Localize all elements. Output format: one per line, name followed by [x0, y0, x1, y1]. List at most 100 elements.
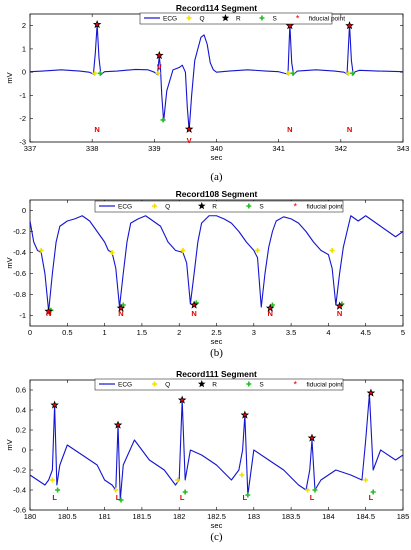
fiducial-point-marker: [157, 53, 161, 57]
y-tick-label: 2: [22, 21, 26, 30]
beat-label: N: [191, 309, 196, 318]
axes-frame: [29, 379, 404, 511]
s-point-marker: [118, 497, 124, 503]
q-point-marker: [363, 477, 369, 483]
s-point-marker: [290, 70, 296, 76]
legend: ECG Q R S * fiducial point: [139, 12, 345, 25]
legend-swatch: [259, 15, 265, 21]
s-point-marker: [55, 487, 61, 493]
y-axis-label: mV: [5, 72, 14, 83]
beat-label: V: [187, 136, 192, 145]
legend-label: Q: [165, 382, 170, 389]
y-tick-label: -0.6: [13, 269, 26, 278]
axes-frame: [29, 13, 404, 143]
x-tick-label: 184: [322, 512, 335, 521]
legend-label: fiducial point: [306, 204, 342, 211]
y-tick-label: -3: [19, 138, 26, 147]
x-tick-label: 0.5: [62, 328, 72, 337]
legend-label: ECG: [163, 16, 177, 23]
legend: ECG Q R S * fiducial point: [94, 200, 344, 213]
x-axis-label: sec: [211, 153, 223, 162]
fiducial-point-marker: [47, 309, 51, 313]
q-point-marker: [180, 247, 186, 253]
y-tick-label: -0.4: [13, 248, 26, 257]
beat-label: L: [310, 493, 315, 502]
x-tick-label: 340: [210, 144, 223, 153]
fiducial-point-marker: [369, 391, 373, 395]
x-tick-label: 343: [397, 144, 410, 153]
x-tick-label: 341: [272, 144, 285, 153]
q-point-marker: [113, 487, 119, 493]
s-point-marker: [245, 492, 251, 498]
legend-label: S: [272, 16, 277, 23]
legend-swatch-star: [197, 202, 206, 210]
y-tick-label: 0: [22, 68, 26, 77]
y-tick-label: 0: [22, 206, 26, 215]
x-tick-label: 180: [24, 512, 37, 521]
fiducial-point-marker: [288, 24, 292, 28]
y-tick-label: -1: [19, 311, 26, 320]
beat-label: L: [116, 493, 121, 502]
y-tick-label: -0.4: [13, 486, 26, 495]
fiducial-point-marker: [338, 304, 342, 308]
x-tick-label: 183.5: [282, 512, 301, 521]
x-tick-label: 181.5: [133, 512, 152, 521]
legend-swatch: [152, 381, 158, 387]
beat-label: N: [337, 309, 342, 318]
beat-label: N: [347, 125, 352, 134]
q-point-marker: [329, 247, 335, 253]
beat-label: L: [369, 493, 374, 502]
y-tick-label: -0.8: [13, 290, 26, 299]
fiducial-point-marker: [348, 24, 352, 28]
y-tick-label: -0.2: [13, 227, 26, 236]
x-tick-label: 1.5: [137, 328, 147, 337]
s-point-marker: [97, 70, 103, 76]
x-tick-label: 183: [248, 512, 261, 521]
legend-swatch: [246, 203, 252, 209]
q-point-marker: [49, 477, 55, 483]
x-tick-label: 182: [173, 512, 186, 521]
y-axis-label: mV: [5, 439, 14, 450]
s-point-marker: [350, 70, 356, 76]
q-point-marker: [155, 70, 161, 76]
chart-panel-0: Record114 Segment 337 338 339 340 341 342 343 -3…: [5, 3, 409, 183]
chart-panel-2: Record111 Segment 180 180.5 181 181.5 182 182.…: [5, 369, 409, 543]
legend-swatch-star: [197, 380, 206, 388]
y-tick-label: 0: [22, 446, 26, 455]
x-tick-label: 0: [28, 328, 32, 337]
beat-label: N: [46, 309, 51, 318]
q-point-marker: [109, 250, 115, 255]
q-point-marker: [255, 247, 261, 253]
x-tick-label: 4: [326, 328, 330, 337]
legend-swatch-asterisk: *: [293, 202, 297, 212]
chart-title: Record111 Segment: [176, 369, 257, 379]
y-tick-label: -1: [19, 91, 26, 100]
y-tick-label: 0.6: [16, 386, 26, 395]
chart-title: Record108 Segment: [176, 189, 258, 199]
x-axis-label: sec: [211, 521, 223, 530]
x-tick-label: 185: [397, 512, 410, 521]
fiducial-point-marker: [310, 436, 314, 440]
x-tick-label: 181: [98, 512, 111, 521]
ecg-series-line: [29, 393, 404, 501]
legend-swatch: [152, 203, 158, 209]
legend-label: S: [259, 382, 264, 389]
legend-swatch-asterisk: *: [293, 380, 297, 390]
legend-swatch: [186, 15, 192, 21]
x-tick-label: 184.5: [356, 512, 375, 521]
fiducial-point-marker: [119, 306, 123, 310]
x-tick-label: 3.5: [286, 328, 296, 337]
q-point-marker: [286, 70, 292, 76]
x-tick-label: 3: [252, 328, 256, 337]
legend-label: fiducial point: [309, 16, 345, 23]
ecg-series-line: [29, 23, 404, 131]
beat-label: N: [268, 309, 273, 318]
beat-label: N: [118, 309, 123, 318]
beat-label: N: [94, 125, 99, 134]
legend-label: fiducial point: [306, 382, 342, 389]
x-tick-label: 1: [103, 328, 107, 337]
panel-caption: (a): [210, 171, 223, 183]
legend-box: [94, 378, 344, 391]
s-point-marker: [182, 489, 188, 495]
